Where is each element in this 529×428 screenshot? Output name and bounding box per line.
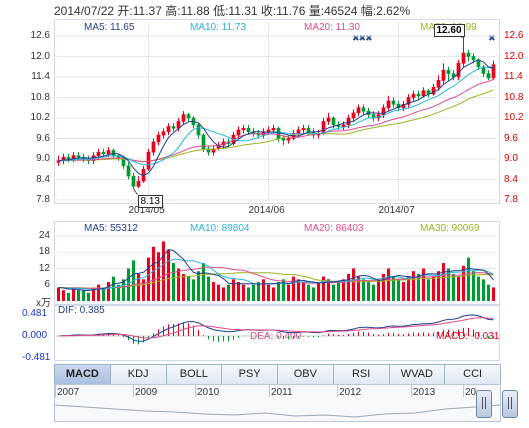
- price-ytick-right: 11.4: [504, 71, 523, 82]
- price-ytick-right: 10.2: [504, 112, 524, 123]
- macd-ytick: -0.481: [22, 352, 51, 363]
- navigator-year-label: 2010: [197, 387, 220, 398]
- tab-obv[interactable]: OBV: [278, 365, 334, 384]
- tab-kdj[interactable]: KDJ: [111, 365, 167, 384]
- navigator-right-handle[interactable]: [502, 390, 518, 418]
- low-label: 低:: [213, 4, 229, 18]
- price-ytick-right: 9.0: [504, 153, 518, 164]
- price-panel[interactable]: [54, 19, 500, 204]
- close-value: 11.76: [276, 4, 306, 18]
- volume-ytick: 12: [38, 262, 50, 274]
- navigator-year-label: 2011: [271, 387, 293, 398]
- price-ytick-left: 12.6: [30, 30, 50, 41]
- price-ytick-left: 7.8: [36, 194, 50, 205]
- tab-psy[interactable]: PSY: [222, 365, 278, 384]
- quote-date: 2014/07/22: [54, 4, 115, 18]
- macd-ytick: 0.000: [22, 330, 48, 341]
- high-value: 11.88: [180, 4, 210, 18]
- close-icon[interactable]: ✖: [488, 33, 495, 43]
- navigator-sparkline: [55, 404, 500, 418]
- high-label: 高:: [165, 4, 181, 18]
- tab-macd[interactable]: MACD: [55, 365, 111, 384]
- price-xtick: 2014/05: [128, 205, 165, 216]
- macd-value-legend: MACD: -0.031: [436, 331, 500, 342]
- indicator-tabs: MACD KDJ BOLL PSY OBV RSI WVAD CCI: [54, 364, 501, 385]
- price-ma10-legend: MA10: 11.73: [190, 22, 246, 33]
- price-ytick-left: 10.2: [30, 112, 50, 123]
- price-xtick: 2014/07: [378, 205, 415, 216]
- navigator-year-tick: [411, 385, 412, 397]
- navigator-year-tick: [337, 385, 338, 397]
- volume-value: 46524: [324, 4, 358, 18]
- tab-boll[interactable]: BOLL: [167, 365, 223, 384]
- tab-wvad[interactable]: WVAD: [390, 365, 446, 384]
- price-ytick-left: 9.0: [36, 153, 50, 164]
- volume-ma5-legend: MA5: 55312: [84, 223, 138, 234]
- navigator-left-handle[interactable]: [476, 390, 492, 418]
- price-ytick-right: 8.4: [504, 173, 518, 185]
- low-value: 11.31: [228, 4, 258, 18]
- volume-unit-label: x万: [36, 298, 51, 309]
- annotation-label: 8.13: [137, 194, 163, 208]
- macd-dif-legend: DIF: 0.385: [58, 305, 105, 316]
- navigator-year-label: 2012: [339, 387, 362, 398]
- close-label: 收:: [260, 4, 277, 18]
- open-value: 11.37: [132, 4, 162, 18]
- macd-ytick: 0.481: [22, 308, 48, 319]
- price-ytick-left: 12.0: [30, 50, 50, 62]
- navigator-year-label: 20: [465, 387, 477, 398]
- price-ytick-left: 11.4: [31, 71, 50, 82]
- volume-ytick: 18: [38, 246, 50, 258]
- navigator-year-tick: [463, 385, 464, 397]
- navigator-year-tick: [133, 385, 134, 397]
- price-ytick-left: 8.4: [36, 173, 50, 185]
- macd-dea-legend: DEA: 0.400: [250, 331, 302, 342]
- price-ytick-right: 10.8: [504, 91, 524, 103]
- navigator-year-label: 2007: [57, 387, 80, 398]
- price-ma20-legend: MA20: 11.30: [304, 22, 360, 33]
- range-navigator[interactable]: 2007 2009 2010 2011 2012 2013 20: [54, 384, 501, 422]
- price-ytick-right: 7.8: [504, 194, 518, 205]
- change-value: 2.62%: [376, 4, 411, 18]
- open-label: 开:: [117, 4, 133, 18]
- volume-ytick: 24: [38, 230, 50, 241]
- tab-rsi[interactable]: RSI: [334, 365, 390, 384]
- price-ytick-right: 9.6: [504, 132, 518, 144]
- price-ytick-right: 12.6: [504, 30, 524, 41]
- navigator-year-tick: [195, 385, 196, 397]
- price-xtick: 2014/06: [248, 205, 285, 216]
- navigator-year-label: 2009: [135, 387, 158, 398]
- volume-ma10-legend: MA10: 89804: [190, 223, 250, 234]
- volume-label: 量:: [308, 4, 325, 18]
- change-label: 幅:: [360, 4, 377, 18]
- volume-ytick: 6: [44, 278, 50, 290]
- quote-summary: 2014/07/22 开:11.37 高:11.88 低:11.31 收:11.…: [54, 2, 410, 19]
- tab-cci[interactable]: CCI: [463, 368, 483, 380]
- price-ytick-left: 10.8: [30, 91, 50, 103]
- navigator-year-label: 2013: [413, 387, 436, 398]
- volume-ma20-legend: MA20: 86403: [304, 223, 364, 234]
- price-ytick-right: 12.0: [504, 50, 524, 62]
- price-ma5-legend: MA5: 11.65: [84, 22, 135, 33]
- volume-ma30-legend: MA30: 90069: [420, 223, 480, 234]
- navigator-year-tick: [55, 385, 56, 397]
- annotation-label: 12.60: [433, 24, 465, 37]
- price-ytick-left: 9.6: [36, 132, 50, 144]
- navigator-year-tick: [269, 385, 270, 397]
- zoom-icon[interactable]: ✖✖✖: [352, 33, 373, 43]
